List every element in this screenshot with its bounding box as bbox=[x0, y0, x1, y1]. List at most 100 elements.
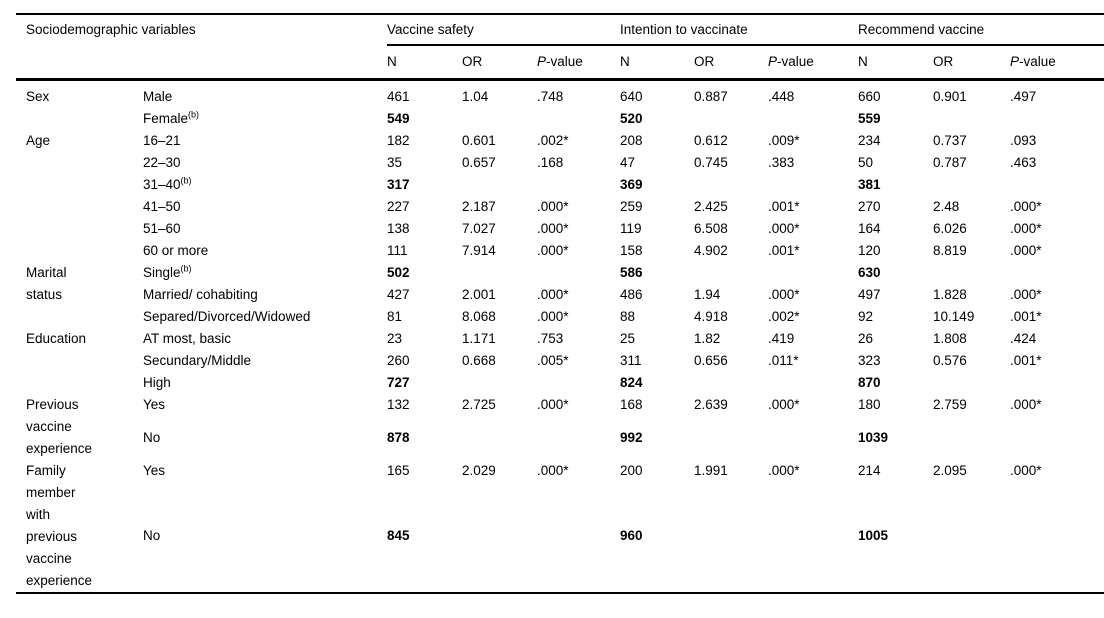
value-cell: 317 bbox=[387, 176, 410, 192]
value-cell: 47 bbox=[620, 154, 636, 170]
variable-label: Sex bbox=[26, 88, 50, 104]
value-cell: 35 bbox=[387, 154, 403, 170]
value-cell bbox=[694, 427, 768, 460]
variable-label: Marital status bbox=[26, 264, 67, 302]
table-row: Age 16–21 182 0.601 .002* 208 0.612 .009* 234 0.7… bbox=[16, 130, 1104, 152]
category-cell: Yes bbox=[143, 462, 166, 478]
value-cell: 2.48 bbox=[933, 198, 960, 214]
table-row: No 878 992 1039 bbox=[16, 427, 1104, 460]
paper-page: Sociodemographic variables Vaccine safet… bbox=[16, 13, 1104, 594]
value-cell: .000* bbox=[537, 198, 569, 214]
value-cell: .383 bbox=[768, 154, 795, 170]
value-cell bbox=[1010, 262, 1104, 284]
value-cell: 165 bbox=[387, 462, 410, 478]
variable-cell: Marital status bbox=[16, 262, 143, 328]
value-cell: .001* bbox=[768, 198, 800, 214]
value-cell: 640 bbox=[620, 88, 643, 104]
value-cell: 4.918 bbox=[694, 308, 728, 324]
value-cell: .009* bbox=[768, 132, 800, 148]
variable-cell: Age bbox=[16, 130, 143, 262]
value-cell bbox=[694, 108, 768, 130]
table-row: Previous vaccine experience Yes 132 2.725 .0… bbox=[16, 394, 1104, 456]
value-cell bbox=[933, 427, 1010, 460]
value-cell: 23 bbox=[387, 330, 403, 346]
value-cell: 2.425 bbox=[694, 198, 728, 214]
table-row: Married/ cohabiting 427 2.001 .000* 486 1.94.… bbox=[16, 284, 1104, 306]
value-cell: 311 bbox=[620, 352, 642, 368]
value-cell: 2.639 bbox=[694, 396, 728, 412]
value-cell: 138 bbox=[387, 220, 410, 236]
category-cell: High bbox=[143, 374, 171, 390]
value-cell: .000* bbox=[537, 462, 569, 478]
value-cell bbox=[768, 372, 858, 394]
value-cell bbox=[537, 372, 620, 394]
category-cell: Yes bbox=[143, 396, 166, 412]
value-cell: 1.828 bbox=[933, 286, 967, 302]
variable-cell: Education bbox=[16, 328, 143, 394]
variable-label: Age bbox=[26, 132, 51, 148]
category-cell: Secundary/Middle bbox=[143, 352, 252, 368]
value-cell: 6.026 bbox=[933, 220, 967, 236]
col-header-p-value: P-value bbox=[537, 45, 620, 79]
reference-category-marker: (b) bbox=[180, 175, 192, 185]
p-value-italic-p: P bbox=[768, 54, 778, 70]
value-cell: .000* bbox=[1010, 220, 1042, 236]
variable-cell: Previous vaccine experience bbox=[16, 394, 143, 460]
value-cell: 549 bbox=[387, 110, 410, 126]
value-cell: 168 bbox=[620, 396, 643, 412]
p-value-italic-p: P bbox=[537, 54, 547, 70]
value-cell bbox=[933, 525, 1010, 593]
value-cell: 111 bbox=[387, 242, 408, 258]
col-header-or: OR bbox=[694, 54, 715, 70]
value-cell bbox=[462, 427, 537, 460]
p-value-rest: -value bbox=[546, 54, 583, 70]
category-cell: Separed/Divorced/Widowed bbox=[143, 308, 311, 324]
value-cell bbox=[1010, 174, 1104, 196]
value-cell: .419 bbox=[768, 330, 795, 346]
value-cell: .000* bbox=[537, 396, 569, 412]
value-cell: 586 bbox=[620, 264, 643, 280]
value-cell: 8.819 bbox=[933, 242, 967, 258]
value-cell: .000* bbox=[1010, 286, 1042, 302]
value-cell: .000* bbox=[768, 462, 800, 478]
value-cell bbox=[933, 174, 1010, 196]
value-cell: 1.94 bbox=[694, 286, 721, 302]
value-cell bbox=[537, 108, 620, 130]
table-header: Sociodemographic variables Vaccine safet… bbox=[16, 14, 1104, 79]
value-cell: .002* bbox=[768, 308, 800, 324]
value-cell: 323 bbox=[858, 352, 881, 368]
value-cell: .000* bbox=[768, 220, 800, 236]
value-cell: .000* bbox=[537, 286, 569, 302]
table-row: Marital status Single(b) 502 586 630 bbox=[16, 262, 1104, 302]
value-cell bbox=[933, 372, 1010, 394]
category-cell: No bbox=[143, 429, 161, 445]
value-cell: 0.668 bbox=[462, 352, 496, 368]
col-group-recommend-vaccine: Recommend vaccine bbox=[858, 14, 1104, 46]
variable-label: Family member with previous vaccine expe… bbox=[26, 462, 93, 588]
group-header-row: Sociodemographic variables Vaccine safet… bbox=[16, 14, 1104, 46]
value-cell bbox=[1010, 525, 1104, 593]
value-cell bbox=[537, 174, 620, 196]
value-cell: 88 bbox=[620, 308, 636, 324]
reference-category-marker: (b) bbox=[180, 263, 192, 273]
value-cell: 2.759 bbox=[933, 396, 967, 412]
value-cell: .000* bbox=[1010, 462, 1042, 478]
category-cell: Married/ cohabiting bbox=[143, 286, 258, 302]
value-cell: 234 bbox=[858, 132, 881, 148]
category-cell: 41–50 bbox=[143, 198, 181, 214]
value-cell: 660 bbox=[858, 88, 881, 104]
table-row: 60 or more 111 7.914 .000* 158 4.902 .001* 120 8… bbox=[16, 240, 1104, 262]
category-cell: 31–40(b) bbox=[143, 175, 192, 192]
value-cell: 7.914 bbox=[462, 242, 496, 258]
value-cell: .000* bbox=[1010, 198, 1042, 214]
value-cell: 92 bbox=[858, 308, 874, 324]
sociodemographic-stats-table: Sociodemographic variables Vaccine safet… bbox=[16, 13, 1104, 594]
value-cell: 0.657 bbox=[462, 154, 496, 170]
value-cell: .011* bbox=[768, 352, 799, 368]
value-cell: 50 bbox=[858, 154, 874, 170]
value-cell: 0.901 bbox=[933, 88, 967, 104]
value-cell: 1.808 bbox=[933, 330, 967, 346]
variable-cell: Sex bbox=[16, 79, 143, 130]
value-cell: 870 bbox=[858, 374, 881, 390]
value-cell bbox=[768, 108, 858, 130]
